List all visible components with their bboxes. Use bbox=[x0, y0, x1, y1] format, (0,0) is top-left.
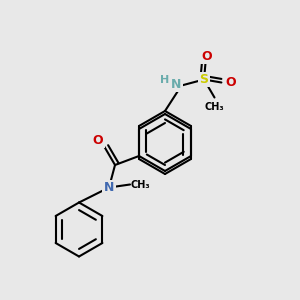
Text: CH₃: CH₃ bbox=[205, 102, 224, 112]
Text: CH₃: CH₃ bbox=[131, 179, 150, 190]
Text: N: N bbox=[171, 77, 181, 91]
Text: O: O bbox=[93, 134, 103, 147]
Text: N: N bbox=[104, 181, 114, 194]
Text: O: O bbox=[202, 50, 212, 63]
Text: H: H bbox=[160, 75, 169, 85]
Text: S: S bbox=[200, 73, 208, 86]
Text: O: O bbox=[226, 76, 236, 89]
